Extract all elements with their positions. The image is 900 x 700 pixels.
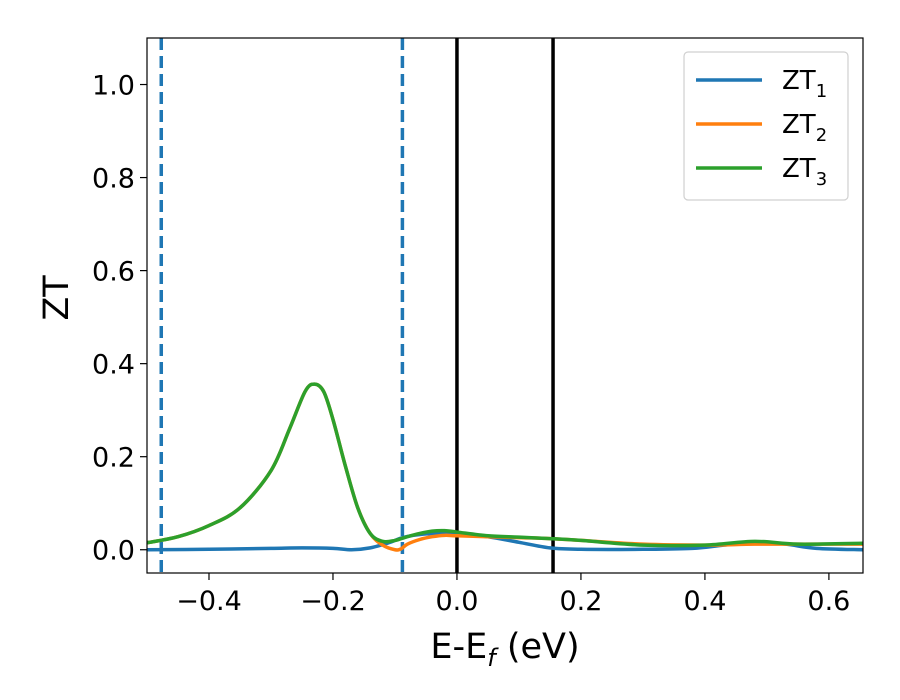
y-tick-label: 0.6 <box>92 257 135 288</box>
y-axis-label: ZT <box>37 275 77 321</box>
x-tick-label: 0.2 <box>559 586 602 617</box>
series-line-zt3 <box>147 382 863 548</box>
legend-frame <box>683 51 849 201</box>
y-tick-label: 0.8 <box>92 164 135 195</box>
series-layer <box>147 382 863 552</box>
y-tick-label: 0.4 <box>92 350 135 381</box>
x-tick-label: −0.4 <box>176 586 242 617</box>
legend: ZT1 ZT2 ZT3 <box>683 51 849 201</box>
y-axis: 0.0 0.2 0.4 0.6 0.8 1.0 <box>92 71 147 567</box>
x-tick-label: 0.0 <box>435 586 478 617</box>
x-axis: −0.4 −0.2 0.0 0.2 0.4 0.6 <box>176 573 850 617</box>
legend-label-zt3: ZT3 <box>782 154 827 190</box>
plot-frame <box>146 37 864 574</box>
x-tick-label: −0.2 <box>300 586 366 617</box>
x-axis-label: E-Ef (eV) <box>430 627 579 672</box>
reference-lines <box>159 38 555 573</box>
x-tick-label: 0.6 <box>807 586 850 617</box>
legend-label-zt1: ZT1 <box>782 66 827 102</box>
x-tick-label: 0.4 <box>683 586 726 617</box>
y-tick-label: 1.0 <box>92 71 135 102</box>
legend-label-zt2: ZT2 <box>782 110 827 146</box>
y-tick-label: 0.2 <box>92 443 135 474</box>
y-tick-label: 0.0 <box>92 536 135 567</box>
